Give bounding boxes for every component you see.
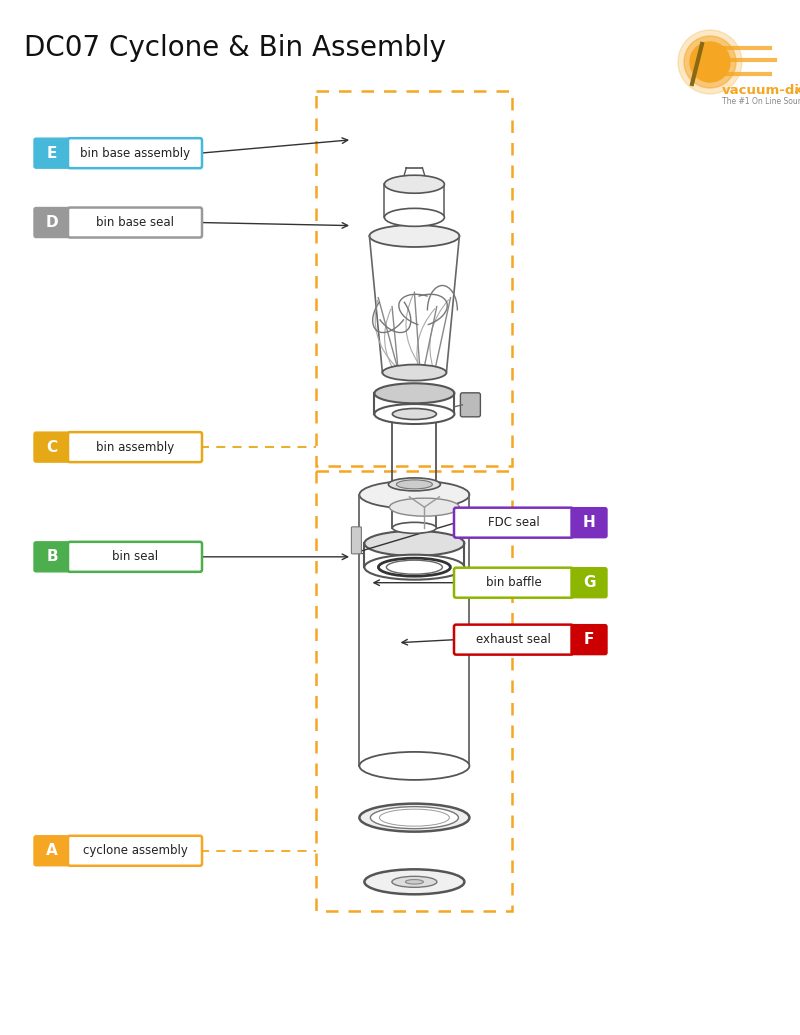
- Circle shape: [678, 30, 742, 94]
- Text: bin baffle: bin baffle: [486, 576, 542, 589]
- Ellipse shape: [359, 480, 470, 509]
- Text: exhaust seal: exhaust seal: [476, 633, 551, 646]
- FancyBboxPatch shape: [34, 542, 70, 571]
- Text: bin assembly: bin assembly: [96, 441, 174, 453]
- Text: The #1 On Line Source For Vacuums: The #1 On Line Source For Vacuums: [722, 97, 800, 107]
- Ellipse shape: [374, 404, 454, 424]
- Ellipse shape: [365, 869, 464, 894]
- FancyBboxPatch shape: [461, 393, 480, 417]
- Ellipse shape: [406, 880, 423, 884]
- FancyBboxPatch shape: [454, 508, 573, 537]
- Text: F: F: [584, 632, 594, 647]
- Ellipse shape: [393, 523, 437, 533]
- Ellipse shape: [385, 208, 445, 227]
- Bar: [316, 91, 512, 466]
- FancyBboxPatch shape: [68, 208, 202, 237]
- FancyBboxPatch shape: [571, 568, 607, 597]
- FancyBboxPatch shape: [34, 139, 70, 168]
- Text: H: H: [582, 515, 595, 530]
- FancyBboxPatch shape: [34, 208, 70, 237]
- Text: bin base seal: bin base seal: [96, 216, 174, 229]
- Text: DC07 Cyclone & Bin Assembly: DC07 Cyclone & Bin Assembly: [24, 34, 446, 62]
- FancyBboxPatch shape: [571, 625, 607, 654]
- FancyBboxPatch shape: [454, 625, 573, 654]
- Ellipse shape: [370, 225, 459, 247]
- FancyBboxPatch shape: [454, 568, 573, 597]
- Ellipse shape: [365, 531, 464, 556]
- FancyBboxPatch shape: [68, 542, 202, 571]
- Text: E: E: [47, 146, 57, 160]
- Ellipse shape: [359, 803, 470, 832]
- FancyBboxPatch shape: [68, 139, 202, 168]
- Text: B: B: [46, 550, 58, 564]
- Text: C: C: [46, 440, 58, 454]
- FancyBboxPatch shape: [68, 836, 202, 865]
- Circle shape: [690, 42, 730, 82]
- Ellipse shape: [389, 478, 441, 491]
- Bar: [316, 471, 512, 911]
- Ellipse shape: [386, 560, 442, 574]
- Ellipse shape: [365, 555, 464, 580]
- Text: vacuum-direct: vacuum-direct: [722, 84, 800, 96]
- Ellipse shape: [359, 751, 470, 780]
- Ellipse shape: [374, 383, 454, 404]
- Ellipse shape: [370, 806, 458, 829]
- Ellipse shape: [393, 409, 437, 419]
- Text: D: D: [46, 215, 58, 230]
- Text: FDC seal: FDC seal: [488, 516, 539, 529]
- Text: G: G: [582, 575, 595, 590]
- Ellipse shape: [397, 480, 433, 489]
- FancyBboxPatch shape: [351, 527, 362, 554]
- Text: bin base assembly: bin base assembly: [80, 147, 190, 159]
- Text: cyclone assembly: cyclone assembly: [82, 845, 187, 857]
- FancyBboxPatch shape: [571, 508, 607, 537]
- FancyBboxPatch shape: [34, 433, 70, 462]
- Text: .com: .com: [794, 85, 800, 95]
- Ellipse shape: [392, 877, 437, 887]
- Ellipse shape: [385, 175, 445, 194]
- Ellipse shape: [382, 364, 446, 381]
- Text: A: A: [46, 844, 58, 858]
- Ellipse shape: [378, 558, 450, 576]
- FancyBboxPatch shape: [68, 433, 202, 462]
- FancyBboxPatch shape: [34, 836, 70, 865]
- Ellipse shape: [390, 498, 459, 516]
- Circle shape: [684, 36, 736, 88]
- Text: bin seal: bin seal: [112, 551, 158, 563]
- Ellipse shape: [379, 809, 450, 826]
